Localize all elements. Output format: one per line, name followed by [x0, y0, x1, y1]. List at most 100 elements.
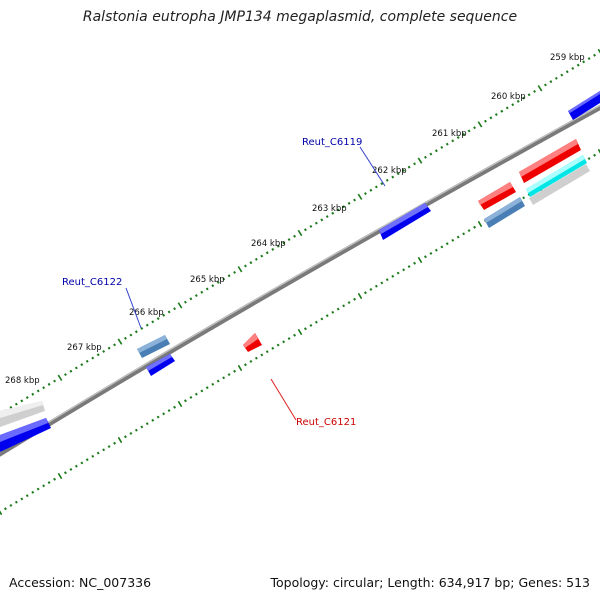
- minor-tick: [385, 278, 389, 282]
- gene-steelblue-reut-c6122[interactable]: [137, 335, 170, 358]
- gene-label-reut-c6122[interactable]: Reut_C6122: [62, 277, 122, 288]
- minor-tick: [505, 106, 509, 110]
- gene-red-reut-c6121[interactable]: [243, 333, 262, 352]
- minor-tick: [342, 304, 346, 308]
- minor-tick: [293, 234, 296, 238]
- minor-tick: [287, 337, 291, 341]
- minor-tick: [96, 353, 100, 357]
- minor-tick: [396, 271, 400, 275]
- minor-tick: [402, 168, 406, 172]
- gene-label-reut-c6121[interactable]: Reut_C6121: [296, 417, 356, 428]
- gene-steelblue-right[interactable]: [484, 197, 525, 228]
- minor-tick: [571, 66, 575, 70]
- gene-blue-left[interactable]: [0, 418, 51, 452]
- major-tick: [297, 328, 303, 336]
- minor-tick: [369, 188, 373, 192]
- minor-tick: [282, 340, 286, 344]
- minor-tick: [156, 317, 160, 321]
- minor-tick: [53, 379, 56, 383]
- minor-tick: [74, 464, 78, 468]
- minor-tick: [413, 261, 416, 265]
- minor-tick: [374, 284, 378, 288]
- minor-tick: [494, 113, 498, 117]
- minor-tick: [233, 369, 236, 373]
- minor-tick: [64, 471, 67, 475]
- minor-tick: [533, 89, 536, 93]
- minor-tick: [129, 333, 133, 337]
- minor-tick: [462, 232, 466, 236]
- minor-tick: [189, 297, 193, 301]
- gene-red-mid-right[interactable]: [478, 182, 516, 210]
- minor-tick: [342, 205, 346, 209]
- minor-tick: [134, 330, 138, 334]
- gene-blue-small-left[interactable]: [146, 354, 175, 376]
- minor-tick: [385, 178, 389, 182]
- minor-tick: [189, 395, 193, 399]
- minor-tick: [554, 76, 558, 80]
- minor-tick: [124, 435, 127, 439]
- major-tick: [237, 364, 243, 372]
- minor-tick: [9, 405, 13, 409]
- minor-tick: [293, 333, 296, 337]
- minor-tick: [451, 238, 455, 242]
- minor-tick: [282, 241, 286, 245]
- minor-tick: [544, 83, 547, 87]
- minor-tick: [320, 218, 324, 222]
- minor-tick: [20, 497, 24, 501]
- gene-red-upper-right[interactable]: [519, 139, 581, 183]
- minor-tick: [484, 119, 487, 123]
- minor-tick: [271, 247, 275, 251]
- gene-blue-reut-c6119[interactable]: [379, 203, 431, 240]
- gene-blue-far-right[interactable]: [568, 91, 600, 120]
- minor-tick: [134, 428, 138, 432]
- minor-tick: [429, 251, 433, 255]
- minor-tick: [244, 264, 247, 268]
- minor-tick: [184, 399, 187, 403]
- minor-tick: [249, 359, 253, 363]
- minor-tick: [222, 277, 226, 281]
- minor-tick: [25, 494, 29, 498]
- minor-tick: [336, 307, 340, 311]
- minor-tick: [260, 353, 264, 357]
- scale-label-261: 261 kbp: [432, 129, 467, 139]
- gene-gray-left[interactable]: [0, 401, 45, 427]
- minor-tick: [162, 313, 166, 317]
- major-tick: [237, 266, 243, 273]
- minor-tick: [85, 359, 89, 363]
- minor-tick: [380, 182, 384, 186]
- minor-tick: [593, 153, 596, 157]
- scale-label-259: 259 kbp: [550, 53, 585, 63]
- gene-gray-right[interactable]: [529, 164, 590, 205]
- minor-tick: [140, 425, 144, 429]
- gene-cyan-right[interactable]: [526, 155, 587, 197]
- minor-tick: [80, 461, 84, 465]
- minor-tick: [20, 399, 24, 403]
- minor-tick: [205, 287, 209, 291]
- minor-tick: [173, 405, 176, 409]
- major-tick: [177, 302, 183, 309]
- minor-tick: [369, 287, 373, 291]
- minor-tick: [325, 314, 329, 318]
- minor-tick: [124, 336, 127, 340]
- minor-tick: [374, 185, 378, 189]
- minor-tick: [473, 126, 476, 130]
- minor-tick: [162, 412, 166, 416]
- gene-label-reut-c6119[interactable]: Reut_C6119: [302, 137, 362, 148]
- minor-tick: [587, 57, 591, 61]
- minor-tick: [249, 261, 253, 265]
- minor-tick: [309, 323, 313, 327]
- minor-tick: [413, 162, 416, 166]
- accession-label: Accession: NC_007336: [9, 575, 152, 590]
- minor-tick: [244, 363, 247, 367]
- scale-label-264: 264 kbp: [251, 239, 286, 249]
- minor-tick: [309, 224, 313, 228]
- minor-tick: [107, 445, 111, 449]
- minor-tick: [31, 490, 35, 494]
- minor-tick: [467, 129, 471, 133]
- minor-tick: [325, 215, 329, 219]
- minor-tick: [254, 257, 258, 261]
- minor-tick: [14, 402, 18, 406]
- minor-tick: [364, 291, 367, 295]
- minor-tick: [42, 484, 46, 488]
- minor-tick: [233, 270, 236, 274]
